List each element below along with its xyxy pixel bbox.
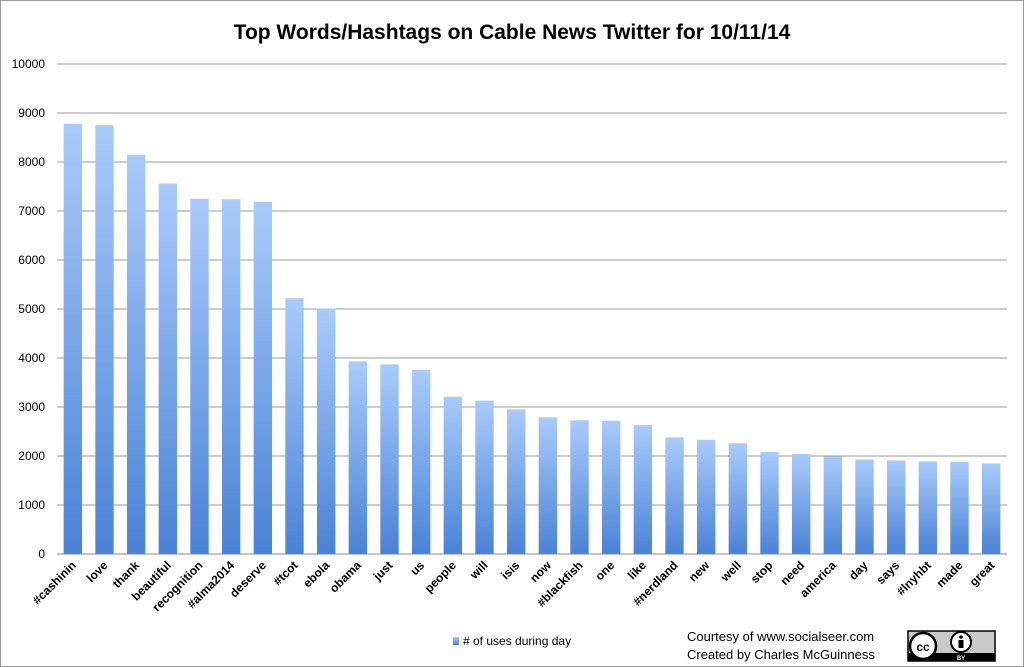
person-icon xyxy=(950,631,972,653)
x-tick-label: us xyxy=(407,558,427,578)
bar-recognition xyxy=(190,198,209,554)
x-tick-label: will xyxy=(466,558,490,582)
x-tick-label: #cashinin xyxy=(30,558,79,607)
cc-label: cc xyxy=(916,640,930,654)
bars xyxy=(63,123,1001,555)
courtesy-text: Courtesy of www.socialseer.com xyxy=(687,629,874,644)
bar-made xyxy=(950,461,969,554)
x-tick-label: says xyxy=(874,558,903,587)
bar-stop xyxy=(760,452,779,554)
x-tick-label: like xyxy=(625,558,649,582)
x-tick-label: stop xyxy=(748,558,776,586)
gridlines xyxy=(57,63,1007,506)
bar-tcot xyxy=(285,298,304,554)
bar-like xyxy=(633,425,653,554)
bar-alma2014 xyxy=(221,199,241,555)
y-axis-ticks: 0 1000 2000 3000 4000 5000 6000 7000 8000 9000 100… xyxy=(12,57,46,561)
bar-new xyxy=(696,439,716,554)
y-tick-label: 9000 xyxy=(18,106,45,120)
x-tick-label: great xyxy=(967,558,998,589)
bar-thank xyxy=(126,154,146,554)
bar-people xyxy=(443,396,463,554)
y-tick-label: 2000 xyxy=(18,449,45,463)
bar-day xyxy=(855,459,874,554)
chart-title: Top Words/Hashtags on Cable News Twitter… xyxy=(234,21,791,44)
bar-america xyxy=(823,456,843,554)
x-axis-ticks: #cashinin love thankbeautifulrecognition#a… xyxy=(30,558,997,615)
bar-us xyxy=(411,369,431,554)
bar-love xyxy=(95,125,114,554)
x-tick-label: now xyxy=(527,558,554,585)
x-tick-label: obama xyxy=(327,558,364,595)
bar-just xyxy=(380,364,399,554)
bar-blackfish xyxy=(570,420,589,554)
x-tick-label: love xyxy=(84,558,111,585)
x-tick-label: #lnyhbt xyxy=(894,558,934,598)
x-tick-label: #tcot xyxy=(270,558,300,588)
legend: # of uses during day xyxy=(453,634,571,648)
x-tick-label: well xyxy=(717,558,744,585)
y-tick-label: 6000 xyxy=(18,253,45,267)
y-tick-label: 7000 xyxy=(18,204,45,218)
x-tick-label: made xyxy=(934,558,966,590)
legend-swatch xyxy=(453,637,459,645)
bar-beautiful xyxy=(158,183,178,554)
y-tick-label: 1000 xyxy=(18,498,45,512)
bar-need xyxy=(791,454,811,554)
x-tick-label: people xyxy=(422,558,459,595)
y-tick-label: 4000 xyxy=(18,351,45,365)
bar-isis xyxy=(506,409,526,554)
cc-license-badge: cc BY xyxy=(907,630,996,662)
y-tick-label: 0 xyxy=(38,547,45,561)
bar-says xyxy=(886,460,906,554)
bar-will xyxy=(475,400,494,554)
x-tick-label: isis xyxy=(498,558,522,582)
bar-ebola xyxy=(316,308,336,554)
bar-deserve xyxy=(253,201,273,554)
bar-now xyxy=(538,417,558,554)
bar-nerdland xyxy=(665,437,684,554)
legend-label: # of uses during day xyxy=(463,634,571,648)
x-tick-label: one xyxy=(592,558,617,583)
x-tick-label: just xyxy=(370,558,396,584)
y-tick-label: 5000 xyxy=(18,302,45,316)
bar-great xyxy=(981,463,1001,554)
x-tick-label: new xyxy=(686,558,713,585)
bar-obama xyxy=(348,361,368,554)
created-by-text: Created by Charles McGuinness xyxy=(687,647,875,662)
bar-well xyxy=(728,443,748,554)
bar-cashinin xyxy=(63,123,83,554)
y-tick-label: 8000 xyxy=(18,155,45,169)
y-tick-label: 10000 xyxy=(12,57,46,71)
by-label: BY xyxy=(957,656,965,662)
x-tick-label: day xyxy=(846,558,871,583)
bar-lnyhbt xyxy=(918,461,938,554)
y-tick-label: 3000 xyxy=(18,400,45,414)
bar-one xyxy=(601,420,621,554)
creative-commons-icon xyxy=(908,631,938,661)
